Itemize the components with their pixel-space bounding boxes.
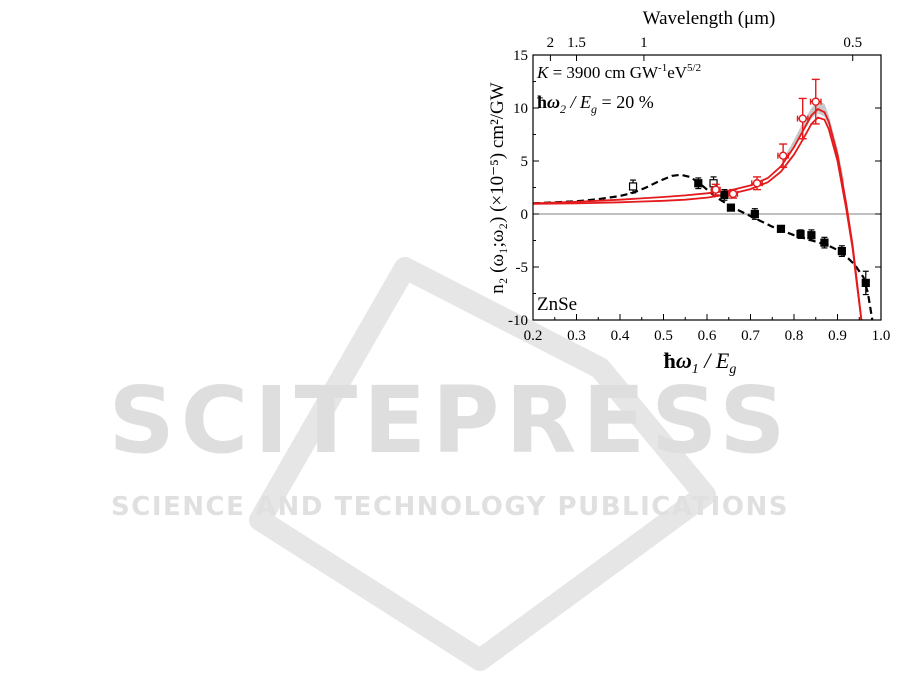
- y-tick-label: -10: [508, 313, 528, 329]
- x-axis-omega: ω: [676, 348, 692, 373]
- watermark: SCITEPRESS SCIENCE AND TECHNOLOGY PUBLIC…: [108, 257, 791, 671]
- curve-layer: [533, 108, 874, 320]
- k-value: = 3900 cm GW: [548, 63, 659, 82]
- circle-marker: [798, 114, 807, 123]
- filled-square-point: [694, 177, 703, 190]
- top-tick-label: 1: [640, 35, 648, 51]
- y-axis-title: n₂ (ω₁;ω₂) (×10⁻⁵) cm²/GW: [487, 82, 508, 293]
- k-symbol: K: [536, 63, 550, 82]
- square-marker: [837, 247, 846, 256]
- red-circle-point: [728, 188, 739, 199]
- watermark-ribbon: [249, 257, 716, 671]
- filled-square-point: [837, 245, 846, 257]
- top-tick-label: 1.5: [567, 35, 586, 51]
- y-tick-label: -5: [516, 260, 529, 276]
- top-tick-label: 2: [547, 35, 555, 51]
- x-axis-g: g: [729, 362, 736, 377]
- ratio-eg: / E: [566, 92, 591, 112]
- k-sup2: 5/2: [687, 62, 701, 74]
- x-axis-sub: 1: [692, 362, 699, 377]
- red-circle-point: [751, 176, 763, 191]
- square-marker: [807, 231, 816, 240]
- x-axis-eg: / E: [699, 348, 730, 373]
- filled-square-point: [720, 189, 729, 201]
- circle-marker: [728, 189, 738, 199]
- filled-square-point: [820, 236, 829, 249]
- x-tick-label: 0.2: [524, 328, 543, 344]
- red-circle-point: [777, 143, 790, 169]
- x-axis-hbar: ħ: [664, 348, 676, 373]
- x-tick-label: 0.6: [698, 328, 717, 344]
- y-tick-label: 10: [513, 101, 528, 117]
- circle-marker: [752, 179, 762, 188]
- square-marker: [820, 238, 829, 247]
- filled-square-point: [807, 229, 816, 242]
- square-marker: [726, 203, 736, 212]
- y-tick-label: 5: [521, 154, 529, 170]
- circle-marker: [711, 185, 720, 194]
- square-marker: [628, 182, 638, 191]
- x-tick-label: 1.0: [872, 328, 891, 344]
- theory-red-upper-curve: [533, 108, 863, 320]
- watermark-title: SCITEPRESS: [108, 367, 791, 474]
- top-axis-title: Wavelength (μm): [643, 8, 776, 29]
- x-tick-label: 0.8: [785, 328, 804, 344]
- square-marker: [861, 278, 870, 287]
- square-marker: [796, 230, 805, 239]
- x-tick-label: 0.3: [567, 328, 586, 344]
- top-tick-label: 0.5: [843, 35, 862, 51]
- x-tick-label: 0.9: [828, 328, 847, 344]
- square-marker: [694, 179, 703, 188]
- material-label: ZnSe: [537, 294, 577, 315]
- square-marker: [750, 209, 759, 219]
- ratio-g: g: [591, 102, 597, 116]
- filled-square-point: [750, 208, 759, 220]
- ratio-sub: 2: [560, 102, 566, 116]
- open-square-point: [628, 179, 638, 194]
- ratio-omega: ω: [547, 92, 560, 112]
- x-axis-title: ħω1 / Eg: [664, 348, 737, 377]
- filled-square-point: [796, 229, 805, 239]
- y-tick-label: 15: [513, 48, 528, 64]
- x-tick-label: 0.5: [654, 328, 673, 344]
- circle-marker: [778, 151, 788, 160]
- theory-red-lower-curve: [533, 116, 863, 320]
- ratio-annotation: ħω2 / Eg = 20 %: [537, 92, 654, 116]
- k-ev: eV: [667, 63, 688, 82]
- k-annotation: K = 3900 cm GW-1eV5/2: [536, 62, 701, 82]
- y-tick-label: 0: [521, 207, 529, 223]
- square-marker: [776, 224, 786, 233]
- red-circle-point: [796, 97, 809, 140]
- filled-square-point: [726, 203, 736, 212]
- x-tick-label: 0.4: [611, 328, 630, 344]
- marker-layer: [628, 78, 870, 296]
- filled-square-point: [861, 270, 870, 296]
- red-circle-point: [710, 183, 721, 196]
- ratio-rest: = 20 %: [597, 92, 654, 112]
- theory-dashed-curve: [533, 173, 874, 320]
- ratio-hbar: ħ: [537, 92, 547, 112]
- circle-marker: [811, 97, 820, 106]
- filled-square-point: [776, 224, 786, 233]
- watermark-subtitle: SCIENCE AND TECHNOLOGY PUBLICATIONS: [111, 492, 789, 522]
- red-circle-point: [809, 78, 822, 125]
- x-tick-label: 0.7: [741, 328, 760, 344]
- square-marker: [720, 190, 729, 200]
- k-sup1: -1: [658, 62, 667, 74]
